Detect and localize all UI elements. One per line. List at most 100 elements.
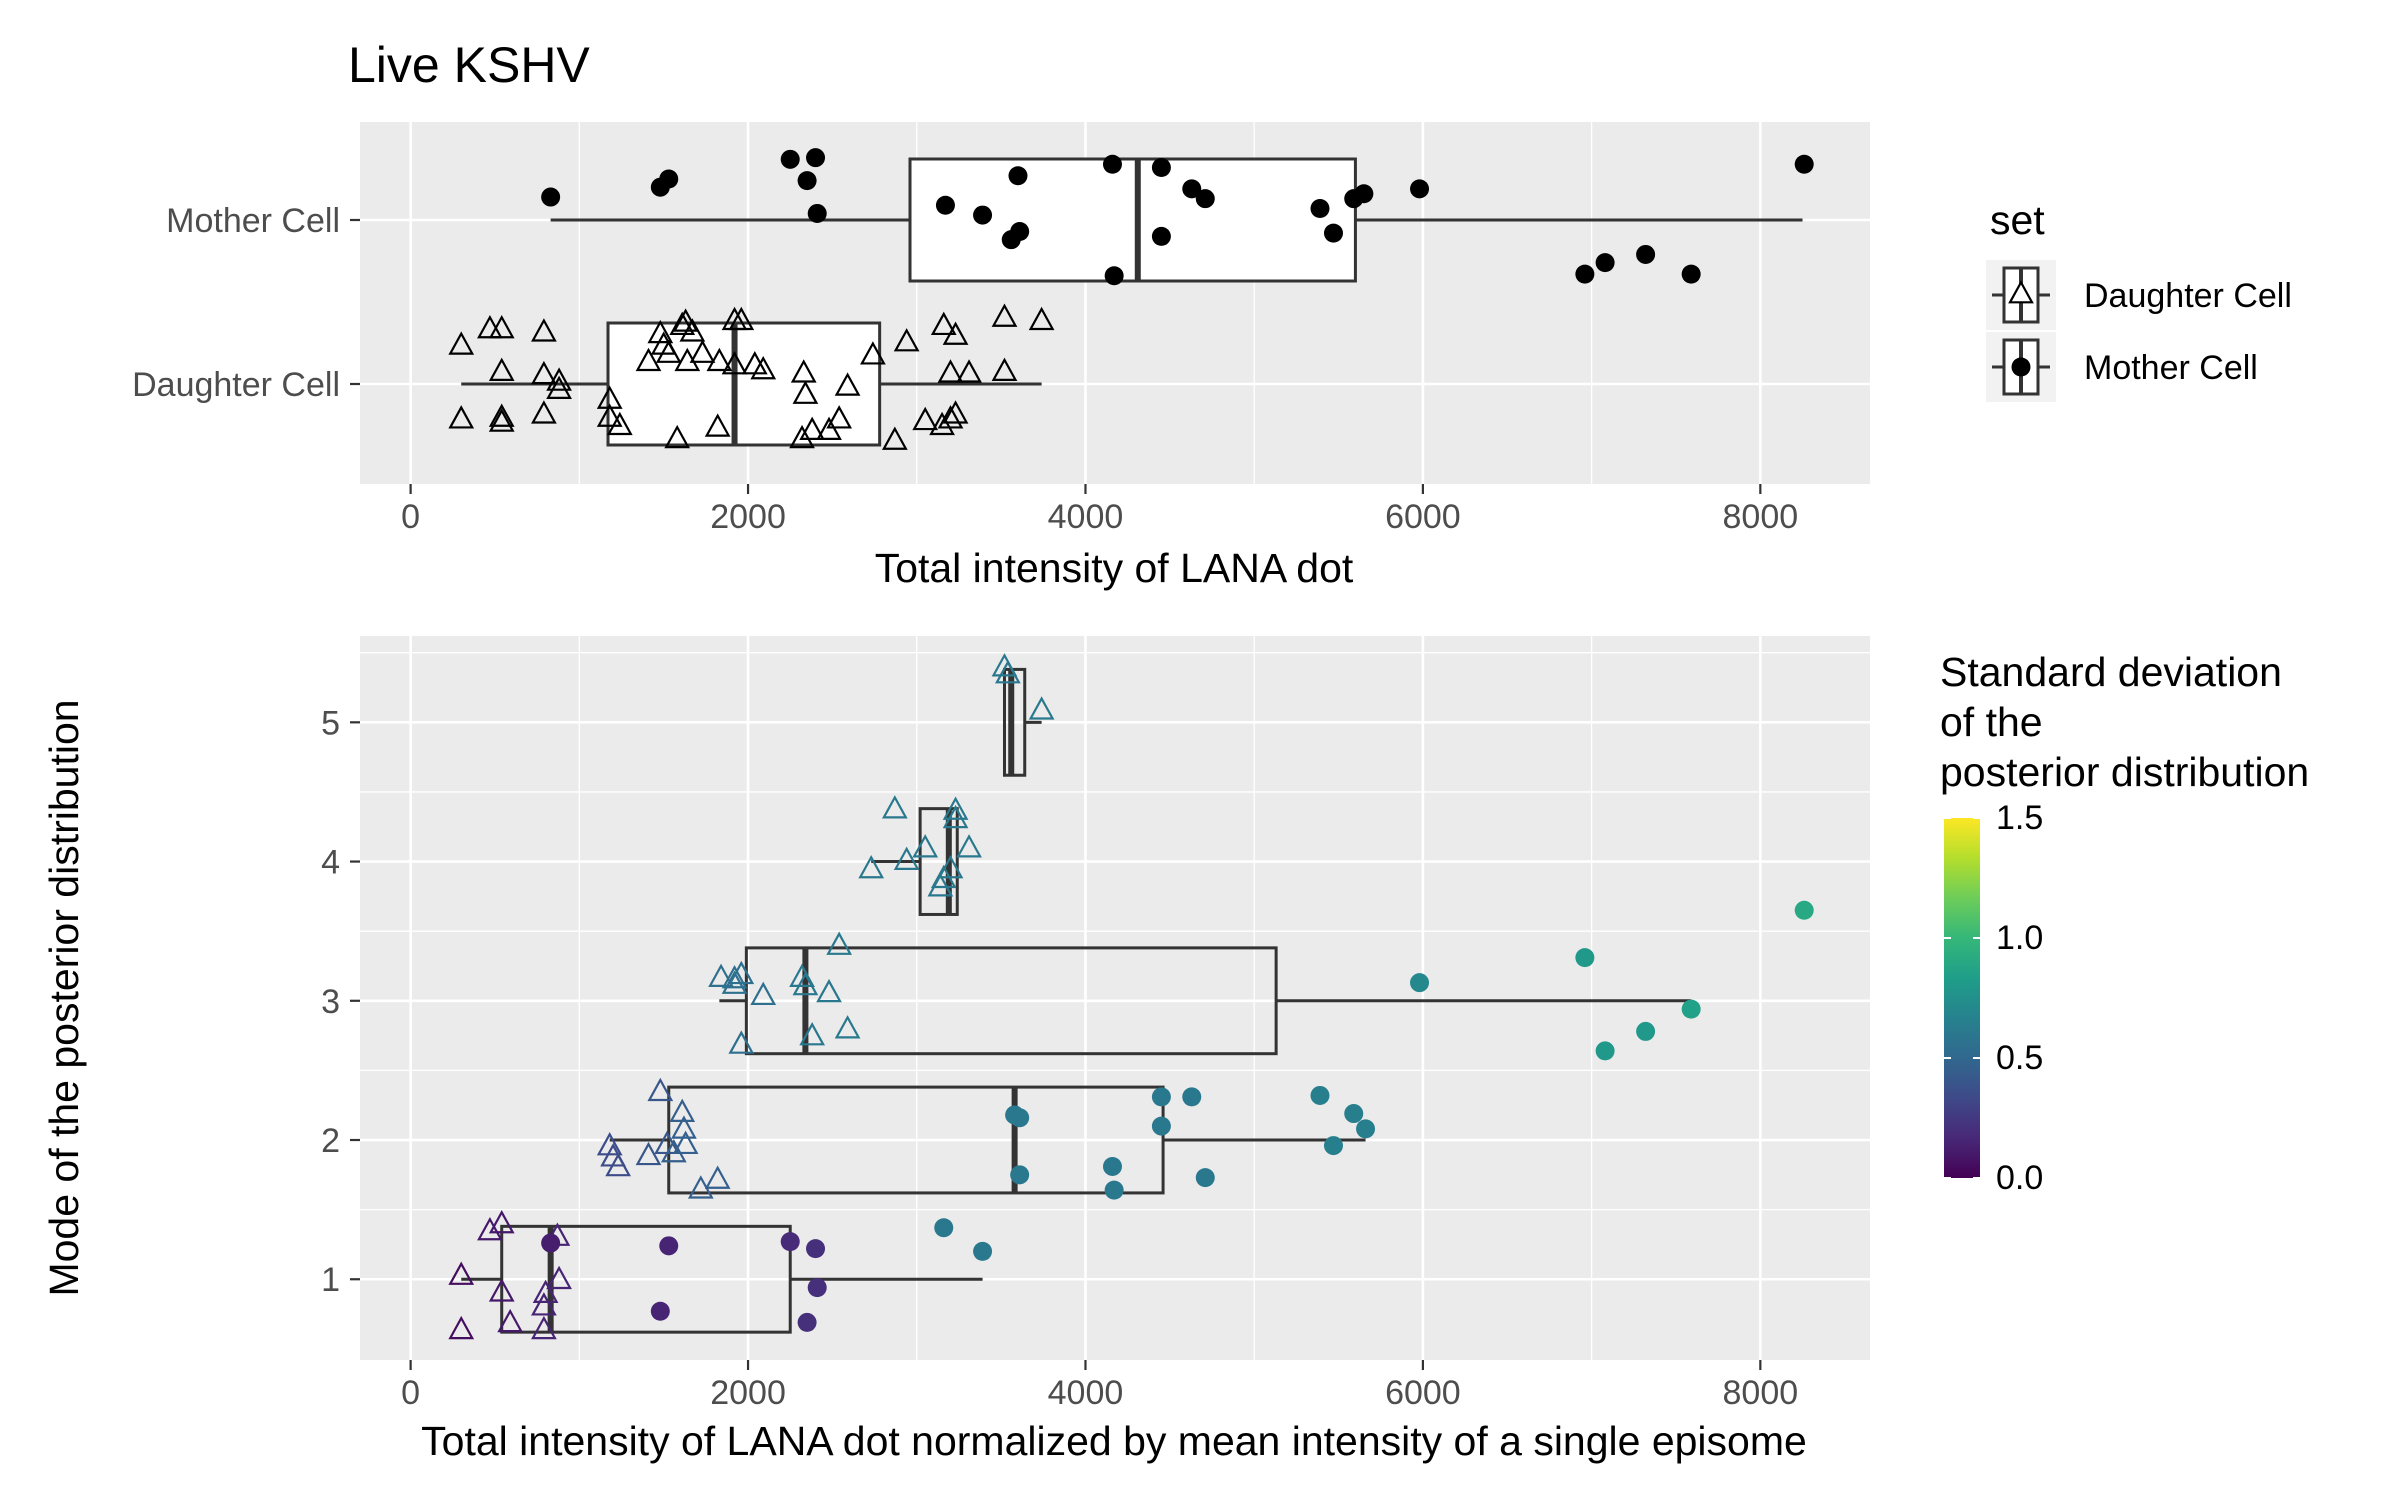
legend-keys: Daughter Cell Mother Cell bbox=[1986, 260, 2292, 402]
daughter-cell-point bbox=[488, 314, 515, 339]
daughter-cell-point bbox=[448, 405, 475, 429]
daughter-cell-point bbox=[792, 380, 819, 404]
daughter-cell-point bbox=[531, 400, 557, 424]
mother-cell-point bbox=[797, 1312, 817, 1332]
mother-cell-point bbox=[1575, 948, 1595, 968]
legend-entry: Daughter Cell bbox=[1986, 260, 2292, 330]
colorbar-gradient bbox=[1944, 818, 1980, 1178]
daughter-cell-point bbox=[672, 1130, 699, 1155]
mother-cell-point bbox=[1008, 166, 1028, 186]
y-tick-label: 1 bbox=[321, 1261, 340, 1299]
mother-cell-point bbox=[1794, 154, 1814, 174]
mother-cell-point bbox=[1595, 1041, 1615, 1061]
mother-cell-point bbox=[973, 1241, 993, 1261]
daughter-cell-point bbox=[728, 1030, 755, 1054]
mother-cell-point bbox=[1323, 1136, 1343, 1156]
colorbar-tick-label: 1.0 bbox=[1996, 919, 2043, 957]
x-tick-label: 8000 bbox=[1723, 1374, 1799, 1412]
daughter-cell-point bbox=[942, 796, 969, 820]
daughter-cell-point bbox=[956, 359, 982, 383]
mother-cell-point bbox=[1636, 1021, 1656, 1041]
daughter-cell-point bbox=[799, 416, 826, 440]
mother-cell-point bbox=[1595, 253, 1615, 273]
daughter-cell-point bbox=[789, 424, 815, 449]
daughter-cell-point bbox=[532, 1279, 559, 1303]
mother-cell-point bbox=[1310, 199, 1330, 219]
colorbar-title-line-1: Standard deviation bbox=[1940, 649, 2282, 695]
mother-cell-point bbox=[1151, 158, 1171, 178]
daughter-cell-point bbox=[937, 405, 964, 429]
daughter-cell-point bbox=[531, 318, 557, 342]
boxplot-mode-5 bbox=[1002, 667, 1042, 777]
daughter-cell-point bbox=[893, 328, 920, 352]
bottom-plot-panel bbox=[360, 636, 1870, 1360]
box-iqr bbox=[606, 321, 882, 447]
mother-cell-point bbox=[1310, 1085, 1330, 1105]
daughter-cell-point bbox=[708, 963, 734, 987]
mother-cell-point bbox=[1323, 223, 1343, 243]
daughter-cell-point bbox=[664, 424, 691, 449]
mother-cell-point bbox=[807, 1278, 827, 1298]
daughter-cell-point bbox=[606, 411, 633, 436]
daughter-cell-point bbox=[679, 318, 706, 342]
daughter-cell-point bbox=[991, 357, 1018, 381]
colorbar-tick-label: 0.0 bbox=[1996, 1159, 2043, 1197]
daughter-cell-point bbox=[596, 403, 623, 427]
mother-cell-point bbox=[541, 187, 561, 207]
colorbar-ticks: 0.0 0.5 1.0 1.5 bbox=[1944, 799, 2043, 1197]
colorbar-tick-label: 0.5 bbox=[1996, 1039, 2043, 1077]
daughter-cell-point bbox=[635, 1141, 662, 1166]
daughter-cell-point bbox=[704, 1165, 731, 1189]
mother-cell-point bbox=[973, 205, 993, 225]
daughter-cell-point bbox=[721, 964, 748, 989]
daughter-cell-point bbox=[826, 405, 853, 429]
daughter-cell-point bbox=[912, 406, 939, 431]
mother-cell-point bbox=[1010, 1108, 1030, 1128]
box-iqr bbox=[667, 1085, 1165, 1195]
mother-cell-point bbox=[806, 1239, 826, 1259]
daughter-cell-point bbox=[942, 321, 969, 345]
mother-cell-point bbox=[1575, 264, 1595, 284]
daughter-cell-point bbox=[706, 347, 733, 372]
daughter-cell-point bbox=[531, 1315, 557, 1340]
mother-cell-point bbox=[1102, 1156, 1122, 1176]
boxplot-daughter-cell bbox=[461, 321, 1042, 447]
daughter-cell-point bbox=[860, 341, 886, 365]
daughter-cell-point bbox=[488, 408, 515, 432]
daughter-cell-point bbox=[669, 311, 696, 336]
mother-cell-point bbox=[1681, 999, 1701, 1019]
x-tick-label: 4000 bbox=[1048, 1374, 1124, 1412]
daughter-cell-point bbox=[750, 981, 777, 1006]
daughter-cell-point bbox=[531, 1292, 557, 1316]
daughter-cell-point bbox=[930, 311, 957, 336]
mother-cell-point bbox=[1195, 1168, 1215, 1188]
daughter-cell-point bbox=[834, 372, 861, 396]
daughter-cell-point bbox=[937, 854, 964, 879]
y-tick-label: 5 bbox=[321, 704, 340, 742]
mother-cell-point bbox=[1182, 1087, 1202, 1107]
daughter-cell-point bbox=[546, 1265, 572, 1290]
daughter-cell-point bbox=[605, 1152, 631, 1177]
daughter-cell-point bbox=[647, 1077, 674, 1102]
daughter-cell-point bbox=[448, 1261, 475, 1285]
daughter-cell-point bbox=[488, 1278, 515, 1302]
mother-cell-point bbox=[1151, 1116, 1171, 1136]
daughter-cell-point bbox=[728, 306, 755, 331]
x-tick-label: 2000 bbox=[710, 1374, 786, 1412]
x-tick-label: 8000 bbox=[1723, 498, 1799, 536]
daughter-cell-point bbox=[497, 1308, 524, 1333]
y-tick-label: 4 bbox=[321, 844, 340, 882]
daughter-cell-point bbox=[728, 960, 755, 985]
legend-title: set bbox=[1990, 197, 2045, 243]
bottom-y-axis: 1 2 3 4 5 bbox=[321, 704, 360, 1299]
mother-cell-point bbox=[935, 195, 955, 215]
mother-cell-point bbox=[1195, 189, 1215, 209]
mother-cell-point bbox=[1356, 1119, 1376, 1139]
mother-cell-point bbox=[1151, 226, 1171, 246]
mother-cell-point bbox=[1104, 266, 1124, 286]
daughter-cell-point bbox=[488, 357, 515, 381]
daughter-cell-point bbox=[826, 931, 853, 955]
top-x-axis: 0 2000 4000 6000 8000 bbox=[401, 484, 1798, 536]
daughter-cell-point bbox=[881, 795, 908, 819]
y-tick-label: Daughter Cell bbox=[132, 366, 340, 404]
